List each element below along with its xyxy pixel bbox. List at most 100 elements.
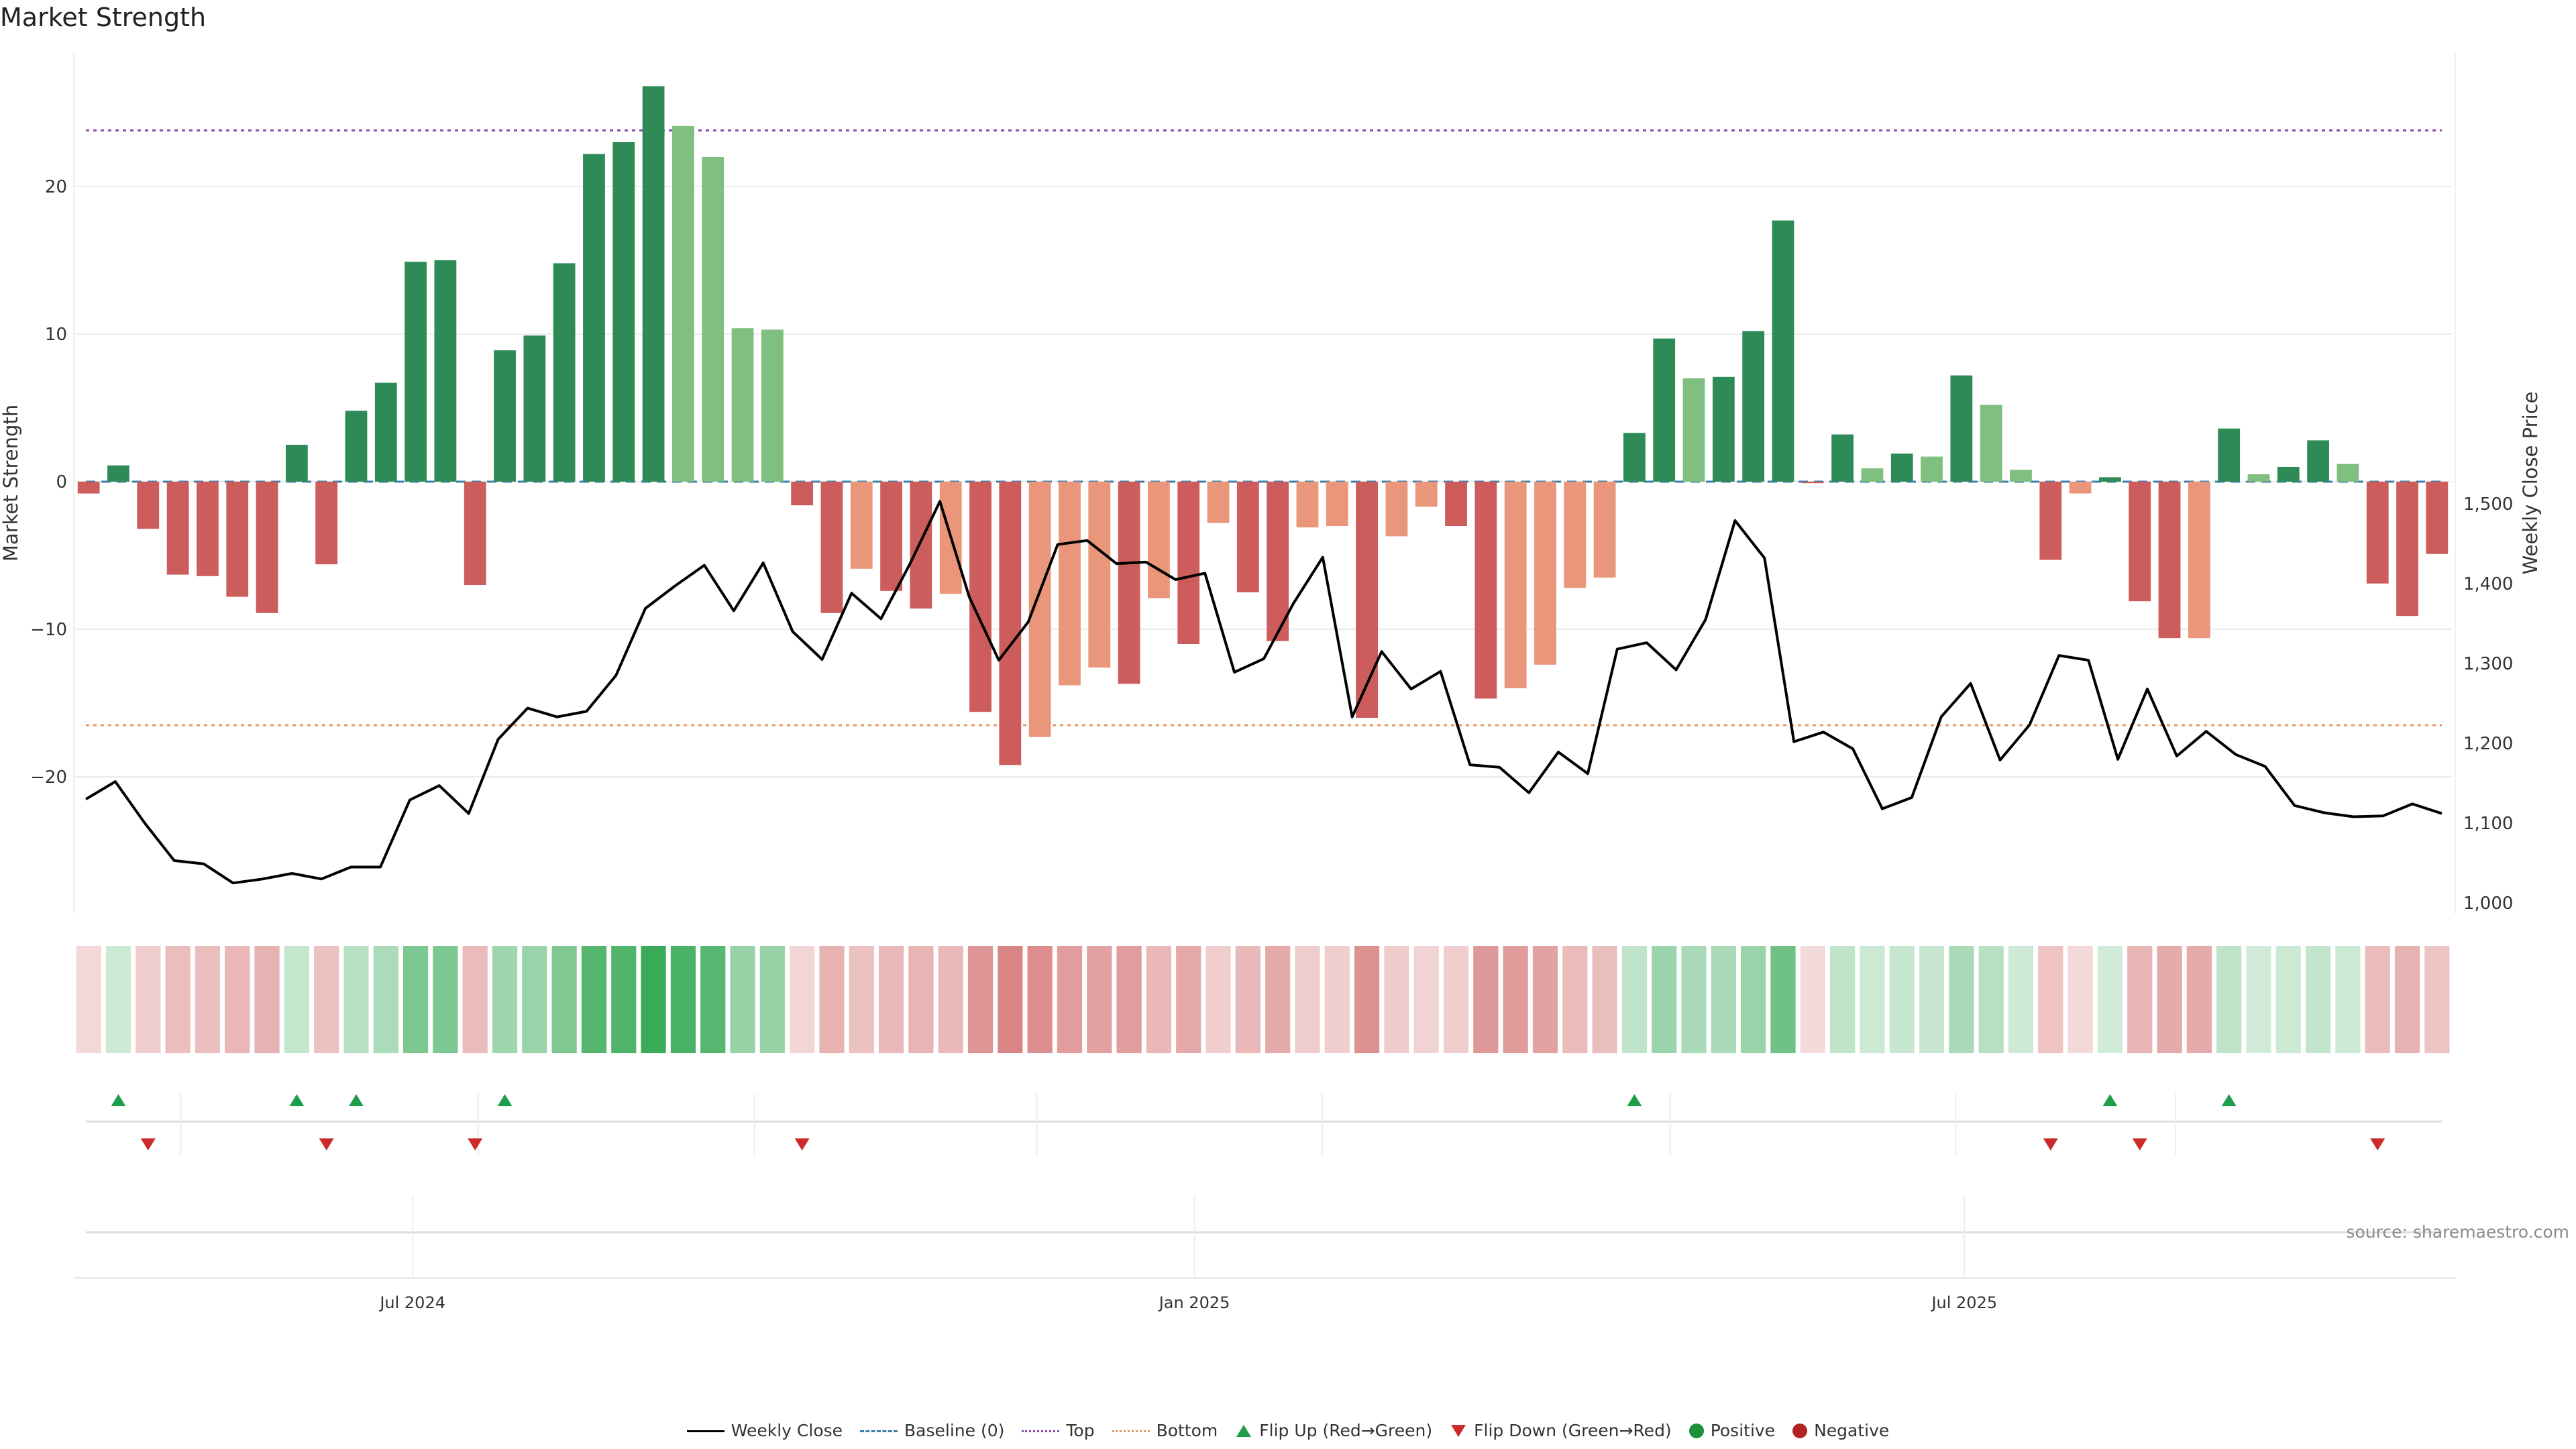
left-tick-label: 0 [56, 472, 67, 492]
heat-cell [730, 946, 755, 1053]
heat-cell [1354, 946, 1380, 1053]
heat-cell [2008, 946, 2034, 1053]
heat-cell [581, 946, 607, 1053]
strength-bar [1356, 482, 1378, 718]
strength-bar [1385, 482, 1408, 537]
heat-cell [165, 946, 191, 1053]
strength-bar [2188, 482, 2210, 639]
heat-cell [670, 946, 696, 1053]
flip-down-marker [319, 1138, 334, 1150]
strength-bar [2158, 482, 2181, 639]
heat-cell [76, 946, 101, 1053]
strength-bar [731, 328, 754, 482]
heat-cell [1176, 946, 1201, 1053]
dotted-swatch-icon [1022, 1424, 1060, 1438]
strength-bar [1890, 453, 1913, 482]
strength-bar [2366, 482, 2389, 584]
heat-cell [1592, 946, 1617, 1053]
heat-cell [2365, 946, 2390, 1053]
flip-markers [86, 1093, 2442, 1155]
strength-bar [2129, 482, 2151, 602]
chart-title: Market Strength [0, 3, 207, 32]
flip-up-marker [2102, 1094, 2118, 1106]
source-credit: source: sharemaestro.com [2346, 1222, 2570, 1242]
strength-bar [2396, 482, 2418, 616]
strength-bar [1267, 482, 1289, 641]
strength-bar [345, 411, 368, 482]
left-tick-label: −20 [30, 767, 67, 788]
strength-bar [285, 445, 308, 482]
right-tick-label: 1,400 [2463, 574, 2513, 594]
strength-bar [1177, 482, 1200, 644]
strength-bar [969, 482, 991, 712]
strength-bar [1712, 376, 1735, 482]
weekly-close-polyline [85, 500, 2443, 885]
heat-cell [1829, 946, 1856, 1053]
heat-cell [373, 946, 398, 1053]
x-tick-label: Jan 2025 [1158, 1293, 1230, 1312]
strength-bar [1653, 338, 1676, 482]
strength-bar [642, 86, 665, 482]
strength-bar [1921, 456, 1943, 482]
strength-bar [1415, 482, 1438, 507]
heat-cell [611, 946, 637, 1053]
heat-cell [402, 946, 429, 1053]
heat-cell [1532, 946, 1558, 1053]
strength-bar [1474, 482, 1497, 699]
heat-cell [2216, 946, 2242, 1053]
timeline-panel: Jul 2024 Jan 2025 Jul 2025 [74, 1195, 2455, 1312]
strength-bar [2069, 482, 2092, 494]
strength-bar [702, 157, 724, 482]
strength-bar [1980, 405, 2002, 482]
heat-cell [2394, 946, 2420, 1053]
axes: 20 10 0 −10 −20 1,500 1,400 1,300 1,200 1,100 1,00… [0, 52, 2542, 914]
heat-cell [1711, 946, 1736, 1053]
legend: Weekly Close Baseline (0) Top Bottom Fli… [0, 1421, 2576, 1440]
flip-down-marker [468, 1138, 483, 1150]
strength-bar [1504, 482, 1527, 688]
x-tick-label: Jul 2025 [1930, 1293, 1997, 1312]
strength-bar [820, 482, 843, 613]
strength-bar [2277, 467, 2300, 482]
dashed-swatch-icon [860, 1424, 898, 1438]
flip-down-marker [2132, 1138, 2147, 1150]
strength-bar [583, 154, 605, 482]
flip-down-marker [140, 1138, 156, 1150]
flip-down-marker [2370, 1138, 2385, 1150]
heat-cell [1087, 946, 1112, 1053]
heat-cell [225, 946, 250, 1053]
heat-cell [1413, 946, 1439, 1053]
strength-bar [2247, 474, 2270, 482]
heat-cell [343, 946, 369, 1053]
right-tick-label: 1,100 [2463, 814, 2513, 834]
heat-cell [522, 946, 547, 1053]
strength-bar [910, 482, 932, 609]
strength-bar [1148, 482, 1170, 598]
heat-cell [998, 946, 1023, 1053]
heat-cell [641, 946, 666, 1053]
heat-cell [1562, 946, 1588, 1053]
triangle-down-icon [1450, 1424, 1467, 1438]
heat-cell [1503, 946, 1528, 1053]
right-tick-label: 1,000 [2463, 894, 2513, 914]
strength-bar [1831, 434, 1854, 482]
dot-icon [1688, 1423, 1704, 1438]
dot-icon [1792, 1423, 1808, 1438]
legend-flip-up: Flip Up (Red→Green) [1235, 1421, 1432, 1440]
strength-bar [850, 482, 873, 569]
strength-bar [494, 350, 516, 482]
right-tick-label: 1,500 [2463, 494, 2513, 515]
strength-bar [2039, 482, 2062, 560]
strength-bar [226, 482, 249, 597]
strength-bar [2218, 428, 2241, 482]
strength-bar [2337, 464, 2359, 482]
dotted-swatch-icon [1112, 1424, 1150, 1438]
strength-bar [2307, 440, 2329, 482]
right-axis-title: Weekly Close Price [2519, 392, 2542, 575]
strength-bar [464, 482, 486, 585]
strength-bar [137, 482, 160, 529]
heat-cell [284, 946, 309, 1053]
heat-cell [2335, 946, 2361, 1053]
flip-up-marker [2221, 1094, 2237, 1106]
strength-bar [1593, 482, 1616, 578]
